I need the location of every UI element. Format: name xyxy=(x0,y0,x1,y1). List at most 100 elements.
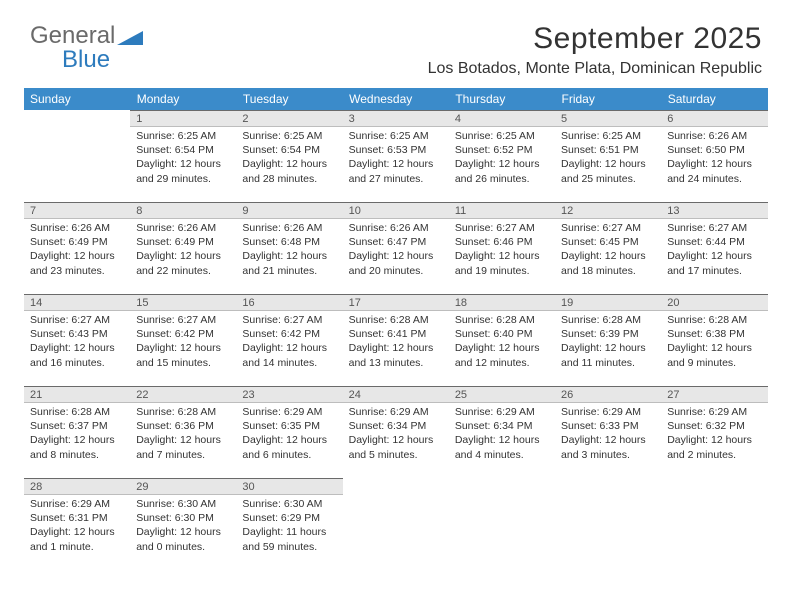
calendar-day-cell xyxy=(343,478,449,570)
day-number: 11 xyxy=(449,202,555,219)
calendar-day-cell: 19Sunrise: 6:28 AMSunset: 6:39 PMDayligh… xyxy=(555,294,661,386)
day-details: Sunrise: 6:27 AMSunset: 6:44 PMDaylight:… xyxy=(661,219,767,284)
calendar-day-cell xyxy=(449,478,555,570)
day-details: Sunrise: 6:28 AMSunset: 6:39 PMDaylight:… xyxy=(555,311,661,376)
daylight-text: Daylight: 12 hours and 25 minutes. xyxy=(561,157,655,185)
day-details: Sunrise: 6:26 AMSunset: 6:50 PMDaylight:… xyxy=(661,127,767,192)
day-number: 23 xyxy=(236,386,342,403)
day-details: Sunrise: 6:27 AMSunset: 6:46 PMDaylight:… xyxy=(449,219,555,284)
weekday-header: Wednesday xyxy=(343,88,449,110)
calendar-week-row: 14Sunrise: 6:27 AMSunset: 6:43 PMDayligh… xyxy=(24,294,768,386)
sunset-text: Sunset: 6:48 PM xyxy=(242,235,336,249)
day-details: Sunrise: 6:25 AMSunset: 6:51 PMDaylight:… xyxy=(555,127,661,192)
daylight-text: Daylight: 12 hours and 7 minutes. xyxy=(136,433,230,461)
sunrise-text: Sunrise: 6:28 AM xyxy=(561,313,655,327)
sunrise-text: Sunrise: 6:25 AM xyxy=(455,129,549,143)
calendar-day-cell: 22Sunrise: 6:28 AMSunset: 6:36 PMDayligh… xyxy=(130,386,236,478)
calendar-day-cell: 1Sunrise: 6:25 AMSunset: 6:54 PMDaylight… xyxy=(130,110,236,202)
day-details: Sunrise: 6:29 AMSunset: 6:31 PMDaylight:… xyxy=(24,495,130,560)
sunrise-text: Sunrise: 6:27 AM xyxy=(136,313,230,327)
day-details: Sunrise: 6:27 AMSunset: 6:45 PMDaylight:… xyxy=(555,219,661,284)
day-number: 30 xyxy=(236,478,342,495)
logo-word-1: General xyxy=(30,22,115,49)
calendar-day-cell: 21Sunrise: 6:28 AMSunset: 6:37 PMDayligh… xyxy=(24,386,130,478)
brand-logo: General Blue xyxy=(30,24,141,72)
sunset-text: Sunset: 6:49 PM xyxy=(30,235,124,249)
day-details: Sunrise: 6:28 AMSunset: 6:40 PMDaylight:… xyxy=(449,311,555,376)
day-number: 10 xyxy=(343,202,449,219)
calendar-day-cell: 25Sunrise: 6:29 AMSunset: 6:34 PMDayligh… xyxy=(449,386,555,478)
sunrise-text: Sunrise: 6:28 AM xyxy=(455,313,549,327)
day-details: Sunrise: 6:29 AMSunset: 6:35 PMDaylight:… xyxy=(236,403,342,468)
calendar-day-cell: 10Sunrise: 6:26 AMSunset: 6:47 PMDayligh… xyxy=(343,202,449,294)
calendar-day-cell: 26Sunrise: 6:29 AMSunset: 6:33 PMDayligh… xyxy=(555,386,661,478)
weekday-header: Monday xyxy=(130,88,236,110)
daylight-text: Daylight: 12 hours and 19 minutes. xyxy=(455,249,549,277)
day-number: 8 xyxy=(130,202,236,219)
day-number: 27 xyxy=(661,386,767,403)
calendar-day-cell: 13Sunrise: 6:27 AMSunset: 6:44 PMDayligh… xyxy=(661,202,767,294)
weekday-header: Thursday xyxy=(449,88,555,110)
calendar-day-cell: 3Sunrise: 6:25 AMSunset: 6:53 PMDaylight… xyxy=(343,110,449,202)
sunset-text: Sunset: 6:34 PM xyxy=(455,419,549,433)
calendar-day-cell: 15Sunrise: 6:27 AMSunset: 6:42 PMDayligh… xyxy=(130,294,236,386)
sunrise-text: Sunrise: 6:28 AM xyxy=(349,313,443,327)
sunset-text: Sunset: 6:44 PM xyxy=(667,235,761,249)
day-number: 6 xyxy=(661,110,767,127)
daylight-text: Daylight: 12 hours and 29 minutes. xyxy=(136,157,230,185)
daylight-text: Daylight: 12 hours and 26 minutes. xyxy=(455,157,549,185)
day-number: 19 xyxy=(555,294,661,311)
calendar-day-cell: 24Sunrise: 6:29 AMSunset: 6:34 PMDayligh… xyxy=(343,386,449,478)
sunset-text: Sunset: 6:36 PM xyxy=(136,419,230,433)
daylight-text: Daylight: 12 hours and 13 minutes. xyxy=(349,341,443,369)
daylight-text: Daylight: 12 hours and 24 minutes. xyxy=(667,157,761,185)
day-number: 18 xyxy=(449,294,555,311)
sunrise-text: Sunrise: 6:26 AM xyxy=(242,221,336,235)
calendar-day-cell: 7Sunrise: 6:26 AMSunset: 6:49 PMDaylight… xyxy=(24,202,130,294)
day-details: Sunrise: 6:25 AMSunset: 6:53 PMDaylight:… xyxy=(343,127,449,192)
daylight-text: Daylight: 12 hours and 22 minutes. xyxy=(136,249,230,277)
sunrise-text: Sunrise: 6:26 AM xyxy=(136,221,230,235)
day-number: 12 xyxy=(555,202,661,219)
day-number: 13 xyxy=(661,202,767,219)
day-number: 26 xyxy=(555,386,661,403)
daylight-text: Daylight: 12 hours and 16 minutes. xyxy=(30,341,124,369)
sunset-text: Sunset: 6:29 PM xyxy=(242,511,336,525)
weekday-header: Tuesday xyxy=(236,88,342,110)
daylight-text: Daylight: 12 hours and 14 minutes. xyxy=(242,341,336,369)
daylight-text: Daylight: 12 hours and 23 minutes. xyxy=(30,249,124,277)
sunrise-text: Sunrise: 6:25 AM xyxy=(561,129,655,143)
day-details: Sunrise: 6:29 AMSunset: 6:34 PMDaylight:… xyxy=(343,403,449,468)
calendar-day-cell: 5Sunrise: 6:25 AMSunset: 6:51 PMDaylight… xyxy=(555,110,661,202)
sunset-text: Sunset: 6:53 PM xyxy=(349,143,443,157)
sunrise-text: Sunrise: 6:26 AM xyxy=(667,129,761,143)
day-number: 14 xyxy=(24,294,130,311)
sunset-text: Sunset: 6:47 PM xyxy=(349,235,443,249)
day-details: Sunrise: 6:29 AMSunset: 6:33 PMDaylight:… xyxy=(555,403,661,468)
logo-triangle-icon xyxy=(117,29,143,45)
sunset-text: Sunset: 6:49 PM xyxy=(136,235,230,249)
sunrise-text: Sunrise: 6:29 AM xyxy=(30,497,124,511)
day-details: Sunrise: 6:27 AMSunset: 6:42 PMDaylight:… xyxy=(130,311,236,376)
sunset-text: Sunset: 6:32 PM xyxy=(667,419,761,433)
calendar-day-cell: 30Sunrise: 6:30 AMSunset: 6:29 PMDayligh… xyxy=(236,478,342,570)
daylight-text: Daylight: 12 hours and 2 minutes. xyxy=(667,433,761,461)
day-number: 5 xyxy=(555,110,661,127)
day-details: Sunrise: 6:26 AMSunset: 6:47 PMDaylight:… xyxy=(343,219,449,284)
day-details: Sunrise: 6:29 AMSunset: 6:32 PMDaylight:… xyxy=(661,403,767,468)
calendar-day-cell: 20Sunrise: 6:28 AMSunset: 6:38 PMDayligh… xyxy=(661,294,767,386)
calendar-week-row: 21Sunrise: 6:28 AMSunset: 6:37 PMDayligh… xyxy=(24,386,768,478)
sunset-text: Sunset: 6:42 PM xyxy=(242,327,336,341)
sunset-text: Sunset: 6:43 PM xyxy=(30,327,124,341)
day-details: Sunrise: 6:28 AMSunset: 6:41 PMDaylight:… xyxy=(343,311,449,376)
calendar-day-cell: 11Sunrise: 6:27 AMSunset: 6:46 PMDayligh… xyxy=(449,202,555,294)
sunrise-text: Sunrise: 6:28 AM xyxy=(30,405,124,419)
sunset-text: Sunset: 6:54 PM xyxy=(136,143,230,157)
sunrise-text: Sunrise: 6:25 AM xyxy=(242,129,336,143)
day-details: Sunrise: 6:28 AMSunset: 6:38 PMDaylight:… xyxy=(661,311,767,376)
sunrise-text: Sunrise: 6:26 AM xyxy=(30,221,124,235)
sunrise-text: Sunrise: 6:27 AM xyxy=(561,221,655,235)
calendar-day-cell: 27Sunrise: 6:29 AMSunset: 6:32 PMDayligh… xyxy=(661,386,767,478)
day-details: Sunrise: 6:30 AMSunset: 6:29 PMDaylight:… xyxy=(236,495,342,560)
sunset-text: Sunset: 6:37 PM xyxy=(30,419,124,433)
